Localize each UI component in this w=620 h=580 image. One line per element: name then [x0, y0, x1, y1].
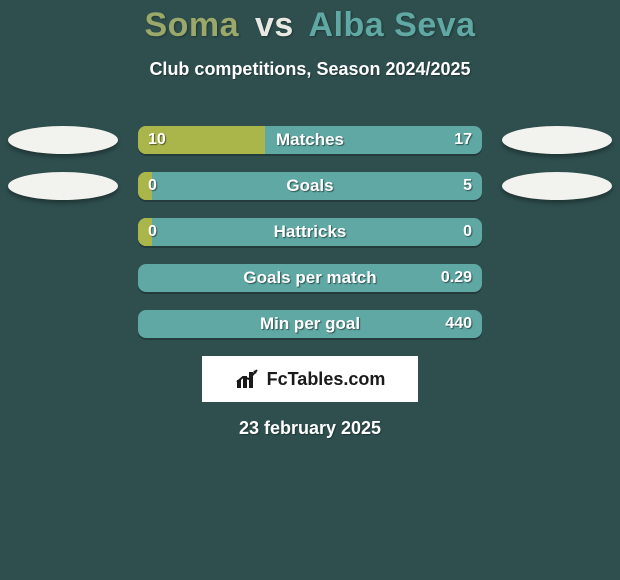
- comparison-infographic: Soma vs Alba Seva Club competitions, Sea…: [0, 0, 620, 580]
- stat-label: Hattricks: [138, 218, 482, 246]
- player1-badge: [8, 172, 118, 200]
- brand-chart-icon: [235, 368, 261, 390]
- stat-label: Min per goal: [138, 310, 482, 338]
- stat-bar: 0.29Goals per match: [138, 264, 482, 292]
- player2-badge: [502, 126, 612, 154]
- brand-box: FcTables.com: [202, 356, 418, 402]
- stat-bar: 440Min per goal: [138, 310, 482, 338]
- stat-rows: 1017Matches 05Goals 00Hattricks 0.29Goals p…: [0, 126, 620, 338]
- stat-label: Goals: [138, 172, 482, 200]
- stat-bar: 00Hattricks: [138, 218, 482, 246]
- stat-bar: 05Goals: [138, 172, 482, 200]
- stat-row: 05Goals: [0, 172, 620, 200]
- subtitle: Club competitions, Season 2024/2025: [0, 59, 620, 80]
- brand-text: FcTables.com: [267, 369, 386, 390]
- date-label: 23 february 2025: [0, 418, 620, 439]
- stat-bar: 1017Matches: [138, 126, 482, 154]
- page-title: Soma vs Alba Seva: [0, 0, 620, 45]
- player1-badge: [8, 126, 118, 154]
- vs-label: vs: [255, 6, 294, 44]
- stat-row: 1017Matches: [0, 126, 620, 154]
- stat-row: 00Hattricks: [0, 218, 620, 246]
- player2-badge: [502, 172, 612, 200]
- stat-label: Goals per match: [138, 264, 482, 292]
- stat-row: 0.29Goals per match: [0, 264, 620, 292]
- player2-name: Alba Seva: [309, 6, 476, 44]
- stat-label: Matches: [138, 126, 482, 154]
- stat-row: 440Min per goal: [0, 310, 620, 338]
- player1-name: Soma: [144, 6, 239, 44]
